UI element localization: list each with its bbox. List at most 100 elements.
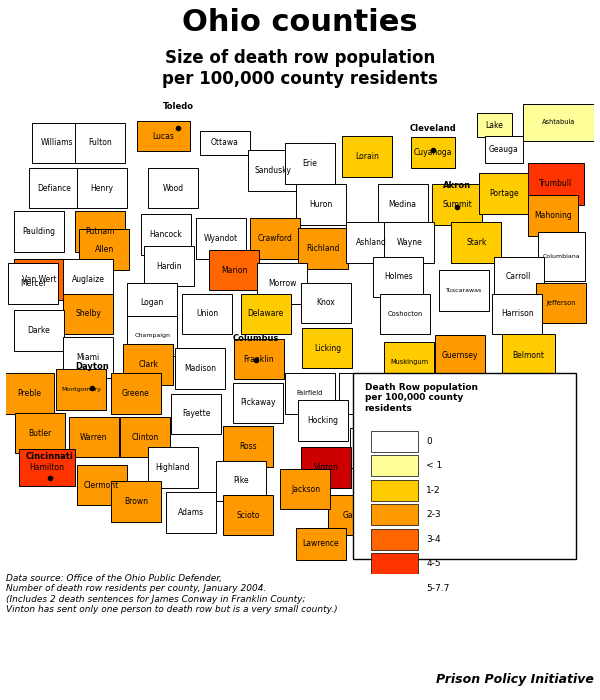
- Bar: [298, 400, 348, 441]
- Text: Prison Policy Initiative: Prison Policy Initiative: [436, 673, 594, 685]
- Bar: [148, 168, 198, 209]
- Bar: [438, 373, 488, 414]
- Text: Tuscarawas: Tuscarawas: [446, 288, 482, 293]
- Bar: [284, 143, 335, 183]
- Text: Miami: Miami: [76, 354, 100, 362]
- Bar: [79, 230, 130, 270]
- Bar: [298, 228, 348, 269]
- Bar: [373, 257, 424, 298]
- Bar: [377, 184, 428, 225]
- Text: Fayette: Fayette: [182, 410, 210, 419]
- Text: Warren: Warren: [80, 433, 107, 442]
- Bar: [121, 416, 170, 458]
- Bar: [385, 463, 431, 507]
- Bar: [250, 218, 301, 259]
- Bar: [15, 413, 65, 454]
- Bar: [528, 163, 584, 204]
- Text: Ashtabula: Ashtabula: [542, 119, 575, 125]
- Text: Carroll: Carroll: [506, 272, 532, 281]
- Text: Franklin: Franklin: [244, 355, 274, 363]
- Text: Jackson: Jackson: [291, 484, 320, 494]
- Text: Gallia: Gallia: [342, 510, 364, 519]
- Text: Lucas: Lucas: [152, 132, 174, 141]
- Bar: [111, 481, 161, 522]
- Text: Auglaize: Auglaize: [71, 275, 104, 284]
- Text: Ohio counties: Ohio counties: [182, 8, 418, 37]
- Bar: [223, 495, 273, 536]
- Text: Mercer: Mercer: [20, 279, 47, 288]
- Bar: [435, 335, 485, 375]
- Text: Licking: Licking: [314, 344, 341, 353]
- Text: Muskingum: Muskingum: [391, 359, 428, 365]
- Text: Athens: Athens: [362, 444, 389, 453]
- Text: Morgan: Morgan: [400, 402, 430, 412]
- Bar: [371, 529, 418, 550]
- Text: Clark: Clark: [138, 360, 158, 369]
- Bar: [56, 369, 106, 410]
- Bar: [14, 211, 64, 252]
- Bar: [432, 184, 482, 225]
- Text: Trumbull: Trumbull: [539, 179, 572, 188]
- Text: Williams: Williams: [40, 139, 73, 148]
- Text: Hardin: Hardin: [156, 262, 182, 270]
- Bar: [302, 328, 352, 368]
- Bar: [301, 283, 351, 323]
- Text: Madison: Madison: [184, 364, 216, 373]
- Text: 5-7.7: 5-7.7: [427, 584, 450, 593]
- Bar: [342, 136, 392, 177]
- Bar: [171, 393, 221, 434]
- Bar: [371, 505, 418, 525]
- Text: Morrow: Morrow: [268, 279, 296, 288]
- Text: Butler: Butler: [29, 428, 52, 438]
- Bar: [523, 104, 594, 141]
- Bar: [301, 447, 351, 488]
- Bar: [371, 456, 418, 476]
- Text: Data source: Office of the Ohio Public Defender,
Number of death row residents p: Data source: Office of the Ohio Public D…: [6, 574, 338, 614]
- Text: Allen: Allen: [95, 245, 114, 254]
- Text: Fulton: Fulton: [88, 139, 112, 148]
- Bar: [141, 214, 191, 255]
- Bar: [493, 293, 542, 335]
- Text: Hocking: Hocking: [308, 416, 339, 425]
- Text: Cleveland: Cleveland: [409, 123, 456, 132]
- Text: Crawford: Crawford: [258, 234, 293, 243]
- Text: Logan: Logan: [140, 298, 164, 307]
- Bar: [223, 426, 273, 467]
- Text: Pickaway: Pickaway: [240, 398, 275, 407]
- Bar: [32, 122, 82, 163]
- Text: Death Row population
per 100,000 county
residents: Death Row population per 100,000 county …: [365, 383, 478, 413]
- Text: Hancock: Hancock: [149, 230, 182, 239]
- Bar: [8, 263, 58, 304]
- Text: Delaware: Delaware: [248, 309, 284, 318]
- Text: Harrison: Harrison: [501, 309, 534, 318]
- Bar: [502, 334, 555, 376]
- Text: Coshocton: Coshocton: [388, 311, 423, 317]
- Text: Scioto: Scioto: [236, 510, 260, 519]
- Bar: [385, 342, 434, 382]
- Text: Sandusky: Sandusky: [254, 166, 291, 175]
- Bar: [216, 461, 266, 501]
- Bar: [385, 223, 434, 263]
- Text: Knox: Knox: [317, 298, 335, 307]
- Text: Monroe: Monroe: [500, 389, 529, 398]
- Text: Greene: Greene: [122, 389, 150, 398]
- Text: Putnam: Putnam: [86, 228, 115, 237]
- Bar: [371, 431, 418, 452]
- Text: Pike: Pike: [233, 477, 249, 485]
- Text: Brown: Brown: [124, 497, 148, 506]
- Bar: [280, 469, 331, 510]
- Text: Cuyahoga: Cuyahoga: [413, 148, 452, 157]
- Bar: [494, 257, 544, 298]
- Text: Shelby: Shelby: [75, 309, 101, 318]
- Text: Richland: Richland: [307, 244, 340, 253]
- Bar: [76, 122, 125, 163]
- Bar: [353, 373, 577, 559]
- Bar: [234, 339, 284, 379]
- Bar: [241, 293, 291, 335]
- Bar: [144, 246, 194, 286]
- Bar: [77, 465, 127, 505]
- Bar: [200, 131, 250, 155]
- Bar: [528, 195, 578, 236]
- Text: 3-4: 3-4: [427, 535, 441, 544]
- Bar: [19, 449, 75, 486]
